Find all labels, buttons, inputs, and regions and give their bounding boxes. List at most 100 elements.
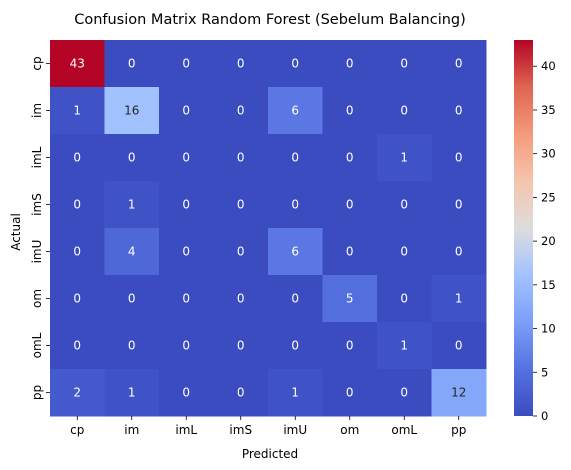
heatmap-cell — [431, 275, 487, 323]
cell-value-label: 0 — [182, 57, 190, 71]
heatmap-cell — [213, 181, 269, 229]
cell-value-label: 0 — [237, 104, 245, 118]
heatmap-cell — [322, 40, 378, 88]
cell-value-label: 0 — [455, 245, 463, 259]
heatmap-cell — [104, 87, 160, 135]
colorbar-tick-label: 5 — [541, 365, 548, 379]
heatmap-cell — [377, 275, 432, 323]
cell-value-label: 0 — [73, 292, 81, 306]
cell-value-label: 0 — [400, 198, 408, 212]
cell-value-label: 0 — [182, 198, 190, 212]
heatmap-cell — [159, 181, 214, 229]
cell-value-label: 6 — [291, 245, 299, 259]
heatmap-cell — [268, 228, 323, 276]
heatmap-cells: 43 0 0 0 0 0 0 0 1 16 0 0 6 0 0 0 0 0 0 0 0 0 1 0 0 1 0 0 0 0 0 0 0 4 0 0 6 0… — [50, 40, 487, 417]
cell-value-label: 0 — [237, 386, 245, 400]
heatmap-cell — [50, 134, 105, 182]
cell-value-label: 0 — [291, 292, 299, 306]
y-tick-label: im — [30, 103, 44, 118]
colorbar-tick-label: 20 — [541, 234, 556, 248]
heatmap-cell — [322, 275, 378, 323]
cell-value-label: 0 — [128, 292, 136, 306]
y-tick-label: om — [30, 289, 44, 308]
heatmap-cell — [268, 369, 323, 417]
heatmap-cell — [322, 369, 378, 417]
cell-value-label: 0 — [73, 339, 81, 353]
heatmap-cell — [213, 228, 269, 276]
cell-value-label: 0 — [291, 339, 299, 353]
x-tick-label: imU — [283, 423, 307, 437]
cell-value-label: 0 — [128, 151, 136, 165]
heatmap-cell — [159, 369, 214, 417]
heatmap-cell — [159, 87, 214, 135]
colorbar-tick-label: 10 — [541, 322, 556, 336]
heatmap-cell — [431, 322, 487, 370]
cell-value-label: 1 — [128, 198, 136, 212]
cell-value-label: 0 — [346, 151, 354, 165]
x-tick-label: imS — [229, 423, 252, 437]
heatmap-cell — [377, 87, 432, 135]
heatmap-cell — [213, 134, 269, 182]
colorbar-tick-label: 40 — [541, 59, 556, 73]
x-tick-label: omL — [391, 423, 417, 437]
colorbar-tick-label: 35 — [541, 103, 556, 117]
heatmap-cell — [377, 134, 432, 182]
y-tick-label: omL — [30, 332, 44, 358]
heatmap-cell — [104, 40, 160, 88]
cell-value-label: 0 — [400, 292, 408, 306]
x-tick-label: pp — [451, 423, 466, 437]
heatmap-cell — [159, 228, 214, 276]
cell-value-label: 0 — [400, 57, 408, 71]
colorbar-tick-label: 25 — [541, 190, 556, 204]
heatmap-cell — [268, 275, 323, 323]
heatmap-cell — [377, 322, 432, 370]
x-axis-ticks: cp im imL imS imU om omL pp — [70, 416, 466, 437]
cell-value-label: 0 — [237, 57, 245, 71]
cell-value-label: 0 — [455, 151, 463, 165]
x-tick-label: cp — [70, 423, 84, 437]
heatmap-cell — [213, 369, 269, 417]
cell-value-label: 0 — [346, 386, 354, 400]
cell-value-label: 0 — [346, 57, 354, 71]
heatmap-cell — [159, 40, 214, 88]
cell-value-label: 0 — [455, 198, 463, 212]
cell-value-label: 0 — [182, 245, 190, 259]
heatmap-cell — [431, 87, 487, 135]
x-axis-label: Predicted — [242, 447, 298, 461]
cell-value-label: 0 — [400, 245, 408, 259]
cell-value-label: 0 — [400, 386, 408, 400]
heatmap-cell — [50, 275, 105, 323]
cell-value-label: 0 — [237, 292, 245, 306]
heatmap-cell — [431, 40, 487, 88]
y-tick-label: imL — [30, 146, 44, 168]
colorbar-tick-label: 0 — [541, 409, 548, 423]
y-tick-label: pp — [30, 385, 44, 400]
cell-value-label: 4 — [128, 245, 136, 259]
chart-title: Confusion Matrix Random Forest (Sebelum … — [74, 12, 466, 28]
cell-value-label: 6 — [291, 104, 299, 118]
cell-value-label: 0 — [73, 245, 81, 259]
y-axis-label: Actual — [9, 213, 23, 251]
heatmap-cell — [159, 275, 214, 323]
cell-value-label: 16 — [124, 104, 139, 118]
cell-value-label: 0 — [346, 104, 354, 118]
heatmap-cell — [268, 181, 323, 229]
cell-value-label: 0 — [128, 339, 136, 353]
heatmap-cell — [377, 228, 432, 276]
cell-value-label: 0 — [237, 198, 245, 212]
heatmap-cell — [322, 134, 378, 182]
heatmap-cell — [431, 228, 487, 276]
cell-value-label: 0 — [455, 104, 463, 118]
cell-value-label: 0 — [346, 198, 354, 212]
cell-value-label: 12 — [451, 386, 466, 400]
heatmap-cell — [104, 322, 160, 370]
cell-value-label: 0 — [128, 57, 136, 71]
cell-value-label: 0 — [73, 198, 81, 212]
heatmap-cell — [104, 181, 160, 229]
cell-value-label: 0 — [455, 339, 463, 353]
heatmap-cell — [50, 369, 105, 417]
cell-value-label: 0 — [73, 151, 81, 165]
cell-value-label: 0 — [291, 151, 299, 165]
y-tick-label: imS — [30, 193, 44, 216]
